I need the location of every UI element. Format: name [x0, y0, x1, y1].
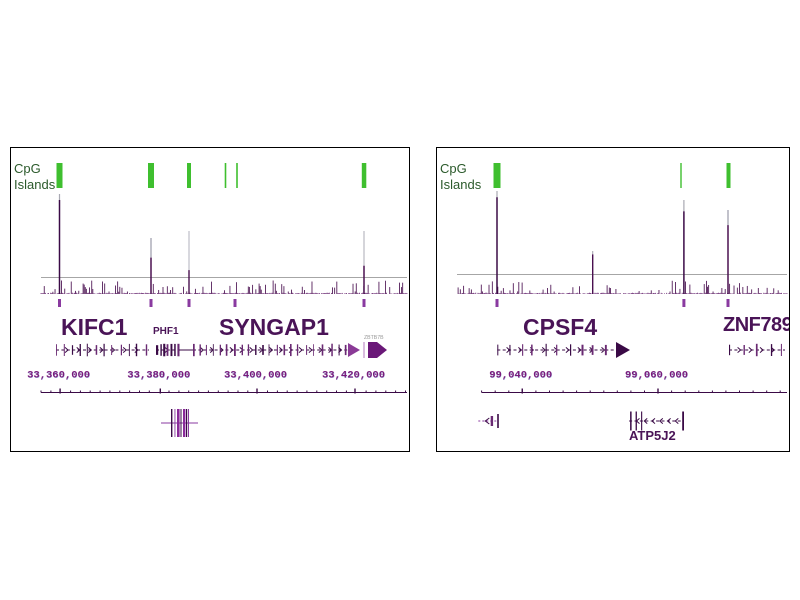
svg-text:33,400,000: 33,400,000: [224, 370, 287, 382]
svg-text:33,420,000: 33,420,000: [322, 370, 385, 382]
svg-text:ZBTB7B: ZBTB7B: [364, 335, 384, 341]
svg-text:99,040,000: 99,040,000: [489, 370, 552, 382]
svg-text:99,060,000: 99,060,000: [625, 370, 688, 382]
svg-text:33,360,000: 33,360,000: [27, 370, 90, 382]
svg-text:33,380,000: 33,380,000: [127, 370, 190, 382]
